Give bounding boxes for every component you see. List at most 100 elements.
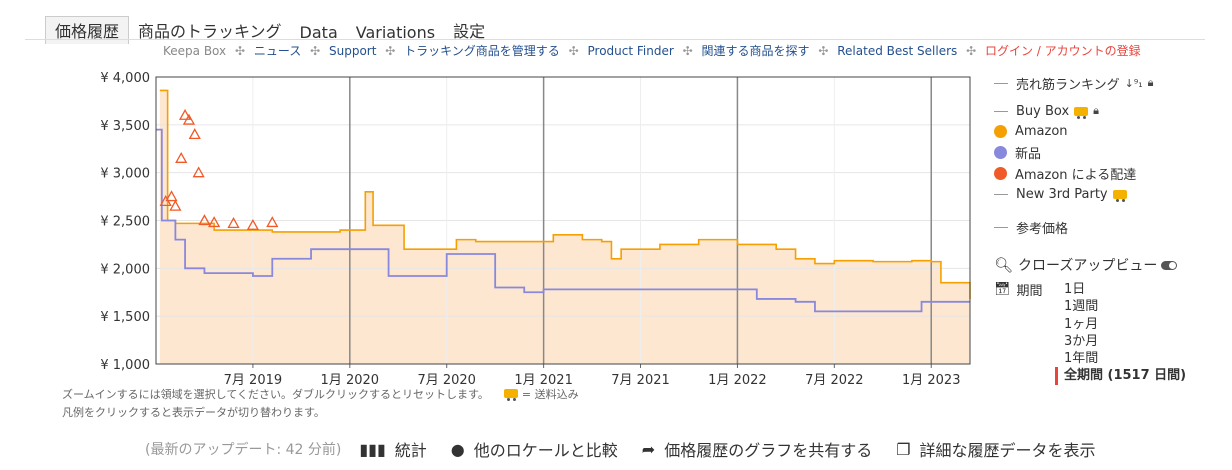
separator-icon: ✣ xyxy=(568,44,579,58)
x-tick-label: 7月 2022 xyxy=(805,373,864,388)
tab-variations[interactable]: Variations xyxy=(355,23,436,42)
compare-locale-button[interactable]: ● 他のロケールと比較 xyxy=(451,437,618,461)
fba-point xyxy=(192,166,205,178)
axis-ticks: ¥ 4,000 ¥ 3,500 ¥ 3,000 ¥ 2,500 ¥ 2,000 ¥ 1,5… xyxy=(100,71,960,388)
y-tick-label: ¥ 2,000 xyxy=(100,262,150,277)
related-products-link[interactable]: 関連する商品を探す xyxy=(701,44,810,58)
legend-reference-price[interactable]: 参考価格 xyxy=(994,218,1069,237)
series-line-new xyxy=(156,128,970,313)
line-swatch xyxy=(994,226,1008,228)
hint-legend: 凡例をクリックすると表示データが切り替わります。 xyxy=(62,406,325,419)
legend-buy-box[interactable]: Buy Box 🔒︎ xyxy=(994,102,1099,120)
line-swatch xyxy=(994,110,1008,112)
x-tick-label: 7月 2020 xyxy=(417,373,476,388)
separator-icon: ✣ xyxy=(234,44,246,58)
line-swatch xyxy=(994,82,1008,84)
legend-amazon[interactable]: Amazon xyxy=(994,122,1068,140)
plot-frame xyxy=(155,76,971,365)
last-update: (最新のアップデート: 42 分前) xyxy=(145,442,342,458)
chart-hint: ズームインするには領域を選択してください。ダブルクリックするとリセットします。 … xyxy=(62,386,579,422)
sort-icon: ↓⁹₁ xyxy=(1124,76,1143,90)
manage-tracking-link[interactable]: トラッキング商品を管理する xyxy=(404,44,560,58)
calendar-icon: 📅︎ xyxy=(994,281,1011,297)
legend-label: 参考価格 xyxy=(1016,221,1069,237)
fba-point xyxy=(266,216,279,228)
keepa-box-link[interactable]: Keepa Box xyxy=(163,44,227,58)
separator-icon: ✣ xyxy=(385,44,396,58)
legend-sales-rank[interactable]: 売れ筋ランキング ↓⁹₁ 🔒︎ xyxy=(994,74,1154,93)
legend-label: 新品 xyxy=(1015,146,1042,162)
separator-icon: ✣ xyxy=(310,44,321,58)
lock-icon: 🔒︎ xyxy=(1093,104,1100,117)
x-tick-label: 1月 2022 xyxy=(708,373,767,388)
truck-icon xyxy=(504,389,519,401)
tab-divider xyxy=(25,39,1205,40)
history-data-button[interactable]: ❐ 詳細な履歴データを表示 xyxy=(896,437,1095,461)
detail-label: 詳細な履歴データを表示 xyxy=(919,441,1096,460)
y-tick-label: ¥ 4,000 xyxy=(100,71,150,86)
period-1d[interactable]: 1日 xyxy=(1064,282,1086,297)
closeup-toggle[interactable]: 🔍︎ クローズアップビュー xyxy=(994,256,1178,274)
y-tick-label: ¥ 2,500 xyxy=(100,215,150,230)
series-line-amazon xyxy=(159,89,971,299)
period-1y[interactable]: 1年間 xyxy=(1064,351,1099,367)
y-tick-label: ¥ 3,000 xyxy=(100,167,150,182)
legend-label: Amazon xyxy=(1015,123,1068,139)
y-tick-label: ¥ 3,500 xyxy=(100,119,150,134)
fba-point xyxy=(208,216,221,228)
price-fill-area xyxy=(159,90,970,364)
separator-icon: ✣ xyxy=(966,44,977,58)
period-3m[interactable]: 3か月 xyxy=(1064,333,1099,349)
legend-label: 売れ筋ランキング xyxy=(1016,77,1120,93)
related-best-sellers-link[interactable]: Related Best Sellers xyxy=(837,44,958,58)
legend-new[interactable]: 新品 xyxy=(994,143,1042,162)
x-tick-label: 1月 2023 xyxy=(902,373,961,388)
toggle-icon[interactable] xyxy=(1161,260,1178,270)
tab-data[interactable]: Data xyxy=(299,23,338,42)
news-link[interactable]: ニュース xyxy=(253,44,302,58)
share-icon: ➦ xyxy=(641,439,656,459)
series-lines xyxy=(156,89,971,313)
amazon-dot xyxy=(994,124,1007,138)
fba-point xyxy=(178,108,192,120)
support-link[interactable]: Support xyxy=(328,44,377,58)
tab-settings[interactable]: 設定 xyxy=(453,22,486,41)
fba-point xyxy=(188,128,201,140)
share-graph-button[interactable]: ➦ 価格履歴のグラフを共有する xyxy=(642,437,872,461)
new-dot xyxy=(994,145,1007,159)
tab-tracking[interactable]: 商品のトラッキング xyxy=(138,22,282,41)
share-label: 価格履歴のグラフを共有する xyxy=(664,441,873,460)
separator-icon: ✣ xyxy=(682,44,693,58)
link-bar: Keepa Box ✣ ニュース ✣ Support ✣ トラッキング商品を管理… xyxy=(163,42,1141,59)
y-tick-label: ¥ 1,500 xyxy=(100,310,150,325)
period-all[interactable]: 全期間 (1517 日間) xyxy=(1055,367,1186,385)
hint-zoom: ズームインするには領域を選択してください。ダブルクリックするとリセットします。 xyxy=(62,388,489,401)
x-tick-label: 1月 2020 xyxy=(321,373,380,388)
period-1m[interactable]: 1ヶ月 xyxy=(1064,316,1099,332)
period-list: 1日 1週間 1ヶ月 3か月 1年間 全期間 (1517 日間) xyxy=(1055,281,1186,385)
footer-bar: (最新のアップデート: 42 分前) ▮▮▮ 統計 ● 他のロケールと比較 ➦ … xyxy=(145,437,1120,461)
truck-icon xyxy=(1112,189,1127,202)
lock-icon: 🔒︎ xyxy=(1147,76,1154,89)
bar-chart-icon: ▮▮▮ xyxy=(359,439,386,459)
login-link[interactable]: ログイン / アカウントの登録 xyxy=(984,44,1141,58)
legend-new-3rd-party[interactable]: New 3rd Party xyxy=(994,185,1127,203)
legend-label: Amazon による配達 xyxy=(1015,167,1137,183)
x-tick-label: 1月 2021 xyxy=(514,373,573,388)
product-finder-link[interactable]: Product Finder xyxy=(587,44,674,58)
legend-fba[interactable]: Amazon による配達 xyxy=(994,164,1137,183)
fba-point xyxy=(169,199,182,211)
x-tick-label: 7月 2019 xyxy=(224,373,283,388)
globe-icon: ● xyxy=(450,439,465,459)
period-1w[interactable]: 1週間 xyxy=(1064,299,1099,315)
search-icon: 🔍︎ xyxy=(994,256,1014,274)
hint-shipping: = 送料込み xyxy=(521,388,579,401)
fba-point xyxy=(175,151,188,163)
stats-button[interactable]: ▮▮▮ 統計 xyxy=(359,437,426,461)
compare-label: 他のロケールと比較 xyxy=(473,441,618,460)
period-label: 期間 xyxy=(1016,283,1043,299)
fba-point xyxy=(227,217,240,229)
legend-label: New 3rd Party xyxy=(1016,186,1108,202)
truck-icon xyxy=(1074,106,1089,119)
